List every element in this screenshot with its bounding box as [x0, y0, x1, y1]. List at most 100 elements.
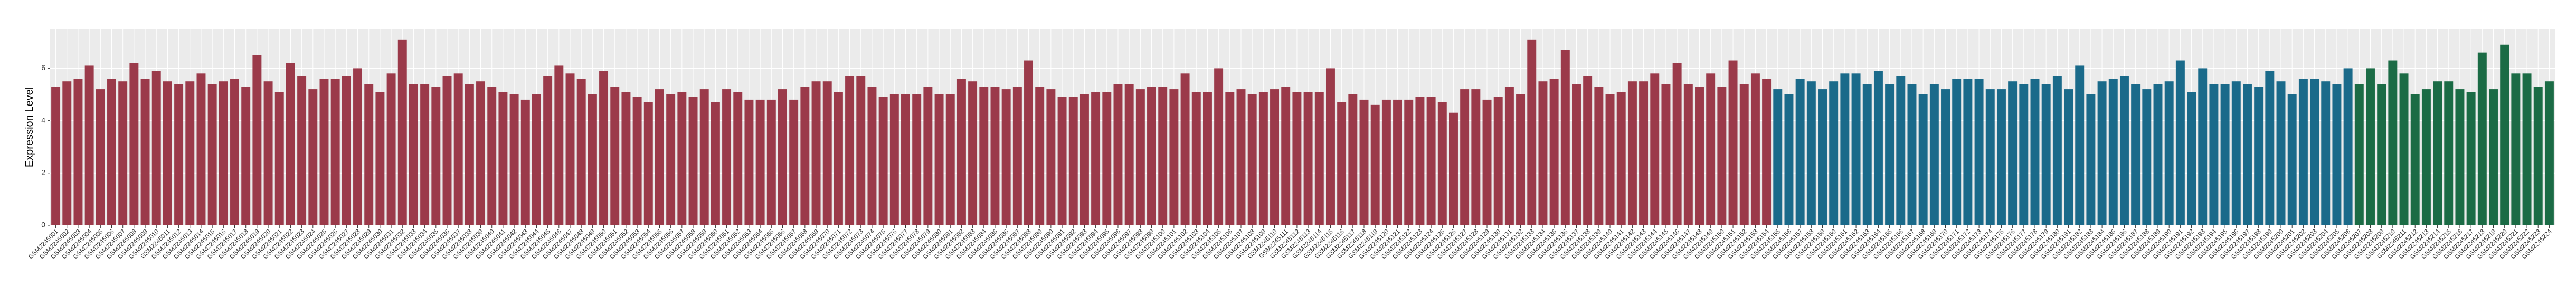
bar [1549, 79, 1559, 226]
y-tick-label: 4 [41, 116, 45, 124]
bar [1762, 79, 1772, 226]
bar [241, 87, 251, 225]
bar [252, 55, 262, 225]
bar [1225, 92, 1235, 225]
bar [286, 63, 295, 225]
bar [1941, 89, 1950, 225]
bar [643, 102, 653, 225]
bar [2153, 84, 2163, 225]
bar [1739, 84, 1749, 225]
bar [1896, 76, 1906, 225]
bar [1281, 87, 1291, 225]
bar [1862, 84, 1872, 225]
bar [2321, 81, 2331, 225]
bar [2086, 94, 2096, 225]
bar [1448, 112, 1458, 225]
bar [2108, 79, 2118, 226]
bar [1974, 79, 1984, 226]
bar [901, 94, 910, 225]
bar [889, 94, 899, 225]
bar [1202, 92, 1212, 225]
bar [1504, 87, 1514, 225]
bar [990, 87, 1000, 225]
bar [1258, 92, 1268, 225]
bar [442, 76, 452, 225]
bar [196, 73, 206, 225]
bar [2410, 94, 2420, 225]
bar [330, 79, 340, 226]
bar [118, 81, 128, 225]
bar [140, 79, 150, 226]
bar [1818, 89, 1827, 225]
bar [733, 92, 743, 225]
bar [1873, 71, 1883, 226]
bar [934, 94, 944, 225]
bar [666, 94, 676, 225]
bar [2332, 84, 2342, 225]
bar [107, 79, 116, 226]
bar [319, 79, 329, 226]
bar [409, 84, 418, 225]
bar [2444, 81, 2454, 225]
bar [2287, 94, 2297, 225]
bar [2500, 44, 2509, 225]
bar [342, 76, 351, 225]
bar [297, 76, 307, 225]
bar [2209, 84, 2219, 225]
bar [1918, 94, 1928, 225]
bar [520, 99, 530, 225]
bar [1337, 102, 1347, 225]
bar [2455, 89, 2465, 225]
bar [744, 99, 754, 225]
bar [207, 84, 217, 225]
bar [2220, 84, 2230, 225]
bar [308, 89, 318, 225]
bar [129, 63, 139, 225]
bar [912, 94, 922, 225]
bar [945, 94, 955, 225]
bar [621, 92, 631, 225]
bar [565, 73, 575, 225]
y-tick-label: 2 [41, 168, 45, 177]
bar [1404, 99, 1414, 225]
bar [1795, 79, 1805, 226]
bar [1348, 94, 1358, 225]
bar [1191, 92, 1201, 225]
bar [509, 94, 519, 225]
bar [1314, 92, 1324, 225]
bar [375, 92, 385, 225]
bar [1527, 39, 1537, 225]
bar [2119, 76, 2129, 225]
bar [1180, 73, 1190, 225]
bar [1750, 73, 1760, 225]
bar [163, 81, 172, 225]
bar [1135, 89, 1145, 225]
bar [1147, 87, 1157, 225]
bar [2522, 73, 2532, 225]
bar [2421, 89, 2431, 225]
bar [174, 84, 184, 225]
bar [1717, 87, 1727, 225]
bar [1068, 97, 1078, 225]
bar [2164, 81, 2174, 225]
bar [867, 87, 877, 225]
bar [2310, 79, 2319, 226]
bar [2041, 84, 2051, 225]
bar [2187, 92, 2196, 225]
bar [1359, 99, 1369, 225]
bar [1426, 97, 1436, 225]
bar [834, 92, 843, 225]
bar [397, 39, 407, 225]
bar [1661, 84, 1671, 225]
bar [2388, 60, 2398, 226]
bar [755, 99, 765, 225]
bar [1437, 102, 1447, 225]
bar [1079, 94, 1089, 225]
bar [1303, 92, 1313, 225]
bar [699, 89, 709, 225]
bar [62, 81, 72, 225]
bar [1627, 81, 1637, 225]
bar [1169, 89, 1179, 225]
bar [1616, 92, 1626, 225]
